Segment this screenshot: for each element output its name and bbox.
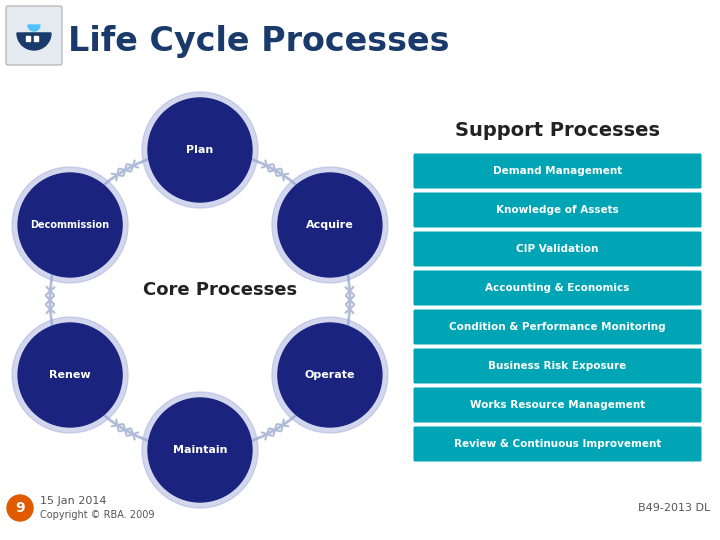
Wedge shape bbox=[17, 33, 51, 50]
Wedge shape bbox=[28, 25, 40, 31]
FancyBboxPatch shape bbox=[413, 271, 701, 306]
Text: Review & Continuous Improvement: Review & Continuous Improvement bbox=[454, 439, 661, 449]
Text: CIP Validation: CIP Validation bbox=[516, 244, 599, 254]
Circle shape bbox=[148, 98, 252, 202]
Circle shape bbox=[12, 317, 128, 433]
Circle shape bbox=[278, 173, 382, 277]
Circle shape bbox=[18, 323, 122, 427]
Text: Life Cycle Processes: Life Cycle Processes bbox=[68, 25, 449, 58]
FancyBboxPatch shape bbox=[413, 192, 701, 227]
Circle shape bbox=[272, 317, 388, 433]
Text: Demand Management: Demand Management bbox=[493, 166, 622, 176]
Circle shape bbox=[7, 495, 33, 521]
Text: Acquire: Acquire bbox=[306, 220, 354, 230]
FancyBboxPatch shape bbox=[6, 6, 62, 65]
Text: Knowledge of Assets: Knowledge of Assets bbox=[496, 205, 619, 215]
Circle shape bbox=[278, 323, 382, 427]
Circle shape bbox=[148, 398, 252, 502]
Circle shape bbox=[12, 167, 128, 283]
Text: Support Processes: Support Processes bbox=[455, 120, 660, 139]
Text: B49-2013 DL: B49-2013 DL bbox=[638, 503, 710, 513]
Bar bbox=[34, 36, 38, 41]
Circle shape bbox=[272, 167, 388, 283]
FancyBboxPatch shape bbox=[413, 388, 701, 422]
Text: Renew: Renew bbox=[49, 370, 91, 380]
Text: Decommission: Decommission bbox=[30, 220, 109, 230]
Text: Maintain: Maintain bbox=[173, 445, 228, 455]
Bar bbox=[26, 36, 30, 41]
Bar bbox=[23, 33, 45, 45]
Text: Core Processes: Core Processes bbox=[143, 281, 297, 299]
Text: Plan: Plan bbox=[186, 145, 214, 155]
Circle shape bbox=[18, 173, 122, 277]
Text: Condition & Performance Monitoring: Condition & Performance Monitoring bbox=[449, 322, 666, 332]
Text: Works Resource Management: Works Resource Management bbox=[470, 400, 645, 410]
FancyBboxPatch shape bbox=[413, 309, 701, 345]
Circle shape bbox=[142, 92, 258, 208]
Text: Business Risk Exposure: Business Risk Exposure bbox=[488, 361, 626, 371]
FancyBboxPatch shape bbox=[413, 348, 701, 383]
Text: 9: 9 bbox=[15, 501, 24, 515]
Text: Copyright © RBA. 2009: Copyright © RBA. 2009 bbox=[40, 510, 155, 520]
Circle shape bbox=[142, 392, 258, 508]
Text: Operate: Operate bbox=[305, 370, 355, 380]
FancyBboxPatch shape bbox=[413, 232, 701, 267]
Text: 15 Jan 2014: 15 Jan 2014 bbox=[40, 496, 107, 506]
FancyBboxPatch shape bbox=[413, 427, 701, 462]
Text: Accounting & Economics: Accounting & Economics bbox=[485, 283, 630, 293]
FancyBboxPatch shape bbox=[413, 153, 701, 188]
